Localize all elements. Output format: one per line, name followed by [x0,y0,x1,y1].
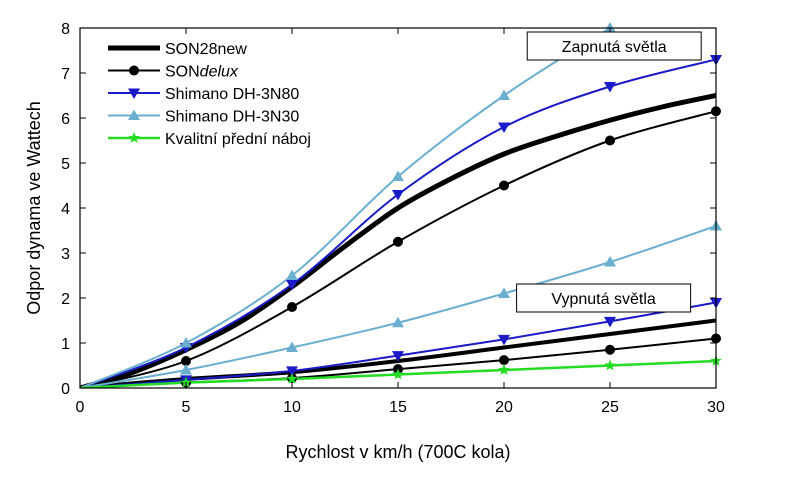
axes-layer: 0 5 10 15 20 25 30 0 1 2 3 4 5 6 7 8 [61,21,725,416]
annotation-box: Zapnutá světla [526,31,702,61]
data-point-dh3n80-on [392,190,404,201]
marker-layer [180,22,722,388]
legend-entry-sondelux: SONdelux [108,64,239,81]
data-point-hub [286,373,298,384]
data-point-dh3n80-on [498,122,510,133]
annotation-box: Vypnutá světla [516,283,692,313]
data-point-dh3n30-off [604,256,616,267]
data-point-dh3n80-off [604,316,616,328]
annotation-frame [526,31,702,61]
data-point-sondelux-on [393,236,403,247]
legend-entry-hub: Kvalitní přední náboj [108,131,311,148]
data-point-dh3n30-on [392,170,404,181]
x-tick-label: 5 [182,399,191,416]
data-point-sondelux-on [287,302,297,312]
data-point-dh3n30-off [286,341,298,352]
legend: SON28new SONdelux Shimano DH-3N80 Shimano D… [108,41,311,148]
legend-label: SONdelux [165,64,239,81]
data-point-sondelux-off [499,355,509,366]
legend-entry-dh3n30: Shimano DH-3N30 [108,109,299,126]
data-point-dh3n30-on [286,269,298,280]
legend-entry-son28: SON28new [108,41,247,58]
data-point-dh3n30-on [604,22,616,33]
data-point-dh3n80-off [498,334,510,346]
legend-entry-dh3n80: Shimano DH-3N80 [108,86,299,103]
x-tick-label: 15 [389,399,407,416]
data-point-dh3n30-on [180,337,192,348]
y-tick-label: 8 [61,21,70,38]
x-tick-label: 20 [495,399,513,416]
data-point-dh3n30-on [498,89,510,100]
data-point-dh3n80-on [604,82,616,93]
legend-label: Kvalitní přední náboj [165,131,311,148]
y-tick-label: 1 [61,336,70,353]
legend-label: Shimano DH-3N80 [165,86,299,103]
legend-label: Shimano DH-3N30 [165,109,299,126]
x-axis-title: Rychlost v km/h (700C kola) [285,442,510,462]
data-point-hub [498,364,510,375]
data-point-dh3n30-off [180,364,192,375]
legend-marker [128,132,140,143]
legend-label: SON28new [165,41,247,58]
y-tick-label: 0 [61,381,70,398]
data-point-hub [392,368,404,380]
y-tick-label: 3 [61,246,70,263]
data-point-sondelux-on [605,135,615,146]
data-point-dh3n80-off [286,366,298,377]
annotation-text: Vypnutá světla [551,291,655,308]
data-point-dh3n30-off [392,316,404,328]
y-axis-title: Odpor dynama ve Wattech [24,101,44,314]
x-tick-label: 0 [76,399,85,416]
annotation-text: Zapnutá světla [562,39,667,56]
data-point-dh3n80-off [392,351,404,362]
data-point-sondelux-off [605,344,615,355]
x-tick-label: 10 [283,399,301,416]
data-point-hub [604,359,616,371]
legend-marker [128,88,140,99]
y-tick-label: 4 [61,201,70,218]
data-point-dh3n80-on [286,280,298,291]
y-tick-label: 6 [61,111,70,128]
legend-marker [129,65,139,76]
annotation-frame [516,283,692,313]
legend-marker [128,109,140,120]
data-point-sondelux-on [181,356,191,366]
x-tick-label: 25 [601,399,619,416]
x-tick-label: 30 [707,399,725,416]
data-point-sondelux-on [499,180,509,191]
y-tick-label: 7 [61,66,70,83]
y-tick-label: 2 [61,291,70,308]
annotation-layer: Zapnutá světla Vypnutá světla [516,31,702,313]
y-tick-label: 5 [61,156,70,173]
data-point-dh3n30-off [498,287,510,298]
